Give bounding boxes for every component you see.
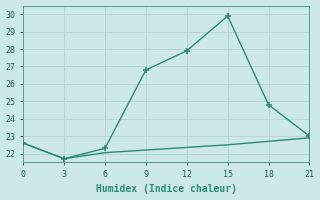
X-axis label: Humidex (Indice chaleur): Humidex (Indice chaleur) [96, 184, 237, 194]
